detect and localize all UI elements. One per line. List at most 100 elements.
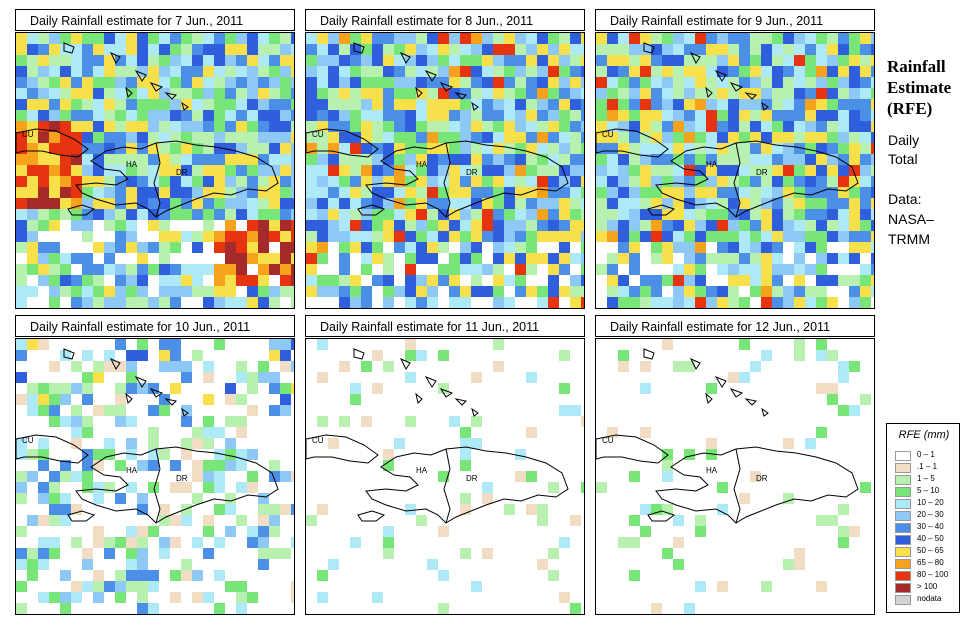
haiti-dr-border (153, 142, 161, 218)
rainfall-cell (750, 110, 761, 121)
rainfall-cell (717, 132, 728, 143)
rainfall-cell (137, 66, 148, 77)
rainfall-cell (60, 154, 71, 165)
rainfall-cell (640, 231, 651, 242)
rainfall-cell (159, 187, 170, 198)
rainfall-cell (317, 231, 328, 242)
rainfall-cell (482, 286, 493, 297)
rainfall-cell (258, 264, 269, 275)
rainfall-cell (816, 242, 827, 253)
rainfall-cell (515, 220, 526, 231)
rainfall-cell (38, 537, 49, 548)
bahamas-outline (729, 388, 744, 398)
rainfall-cell (269, 121, 280, 132)
rainfall-cell (761, 132, 772, 143)
rainfall-cell (317, 198, 328, 209)
rainfall-cell (548, 110, 559, 121)
rainfall-cell (717, 264, 728, 275)
rainfall-cell (405, 339, 416, 350)
rainfall-cell (471, 33, 482, 44)
rainfall-cell (438, 220, 449, 231)
rainfall-cell (728, 220, 739, 231)
rainfall-cell (291, 209, 294, 220)
rainfall-cell (126, 526, 137, 537)
rainfall-cell (394, 66, 405, 77)
rainfall-cell (328, 44, 339, 55)
rainfall-cell (438, 165, 449, 176)
rainfall-cell (291, 165, 294, 176)
legend-label: .1 – 1 (917, 462, 938, 471)
rainfall-cell (673, 559, 684, 570)
rainfall-cell (548, 165, 559, 176)
rainfall-cell (60, 493, 71, 504)
rainfall-cell (570, 154, 581, 165)
rainfall-cell (570, 198, 581, 209)
rainfall-cell (93, 55, 104, 66)
rainfall-cell (236, 581, 247, 592)
rainfall-cell (827, 110, 838, 121)
rainfall-cell (291, 242, 294, 253)
rainfall-cell (383, 275, 394, 286)
rainfall-cell (717, 242, 728, 253)
rainfall-cell (662, 121, 673, 132)
rainfall-cell (504, 66, 515, 77)
rainfall-cell (739, 44, 750, 55)
rainfall-cell (82, 55, 93, 66)
rainfall-cell (750, 209, 761, 220)
rainfall-cell (405, 198, 416, 209)
rainfall-cell (49, 187, 60, 198)
rainfall-cell (203, 143, 214, 154)
rainfall-cell (684, 361, 695, 372)
rainfall-cell (526, 242, 537, 253)
rainfall-cell (728, 99, 739, 110)
rainfall-cell (570, 405, 581, 416)
rainfall-cell (317, 592, 328, 603)
panel-title: Daily Rainfall estimate for 12 Jun., 201… (595, 315, 875, 337)
rainfall-cell (405, 66, 416, 77)
rainfall-cell (350, 143, 361, 154)
rainfall-cell (126, 570, 137, 581)
rainfall-cell (805, 242, 816, 253)
rainfall-cell (607, 66, 618, 77)
rainfall-cell (570, 297, 581, 308)
legend-label: 80 – 100 (917, 570, 949, 579)
rainfall-cell (115, 220, 126, 231)
rainfall-cell (82, 275, 93, 286)
rainfall-cell (772, 66, 783, 77)
rainfall-cell (394, 55, 405, 66)
rainfall-cell (526, 44, 537, 55)
rainfall-cell (258, 537, 269, 548)
rainfall-cell (203, 66, 214, 77)
cuba-label: CU (602, 130, 614, 139)
rainfall-cell (247, 220, 258, 231)
rainfall-cell (526, 165, 537, 176)
rainfall-cell (596, 121, 607, 132)
rainfall-cell (181, 570, 192, 581)
rainfall-cell (570, 88, 581, 99)
rainfall-cell (761, 231, 772, 242)
legend-label: 0 – 1 (917, 450, 935, 459)
rainfall-cell (317, 110, 328, 121)
rainfall-cell (871, 33, 874, 44)
rainfall-cell (328, 220, 339, 231)
rainfall-cell (607, 165, 618, 176)
rainfall-cell (537, 154, 548, 165)
rainfall-cell (82, 77, 93, 88)
rainfall-cell (416, 286, 427, 297)
rainfall-cell (236, 198, 247, 209)
rainfall-cell (493, 132, 504, 143)
rainfall-cell (717, 253, 728, 264)
rainfall-cell (739, 33, 750, 44)
rainfall-cell (548, 570, 559, 581)
rainfall-cell (618, 88, 629, 99)
rainfall-cell (104, 350, 115, 361)
rainfall-cell (493, 33, 504, 44)
rainfall-cell (38, 77, 49, 88)
rainfall-cell (317, 286, 328, 297)
rainfall-cell (339, 44, 350, 55)
rainfall-cell (640, 99, 651, 110)
rainfall-cell (93, 187, 104, 198)
rainfall-cell (350, 275, 361, 286)
rainfall-cell (82, 416, 93, 427)
rainfall-cell (258, 121, 269, 132)
